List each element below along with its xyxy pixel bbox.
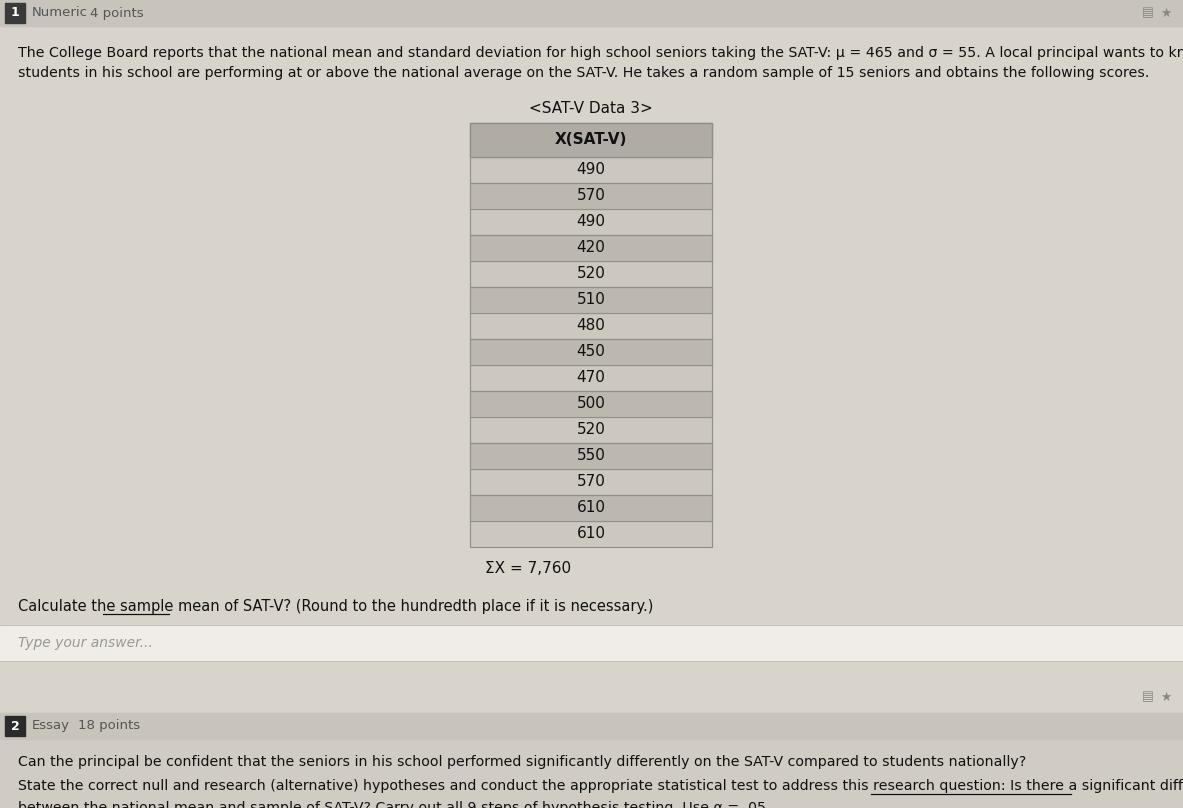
Bar: [470, 365, 712, 391]
Bar: [470, 417, 712, 443]
Text: 610: 610: [576, 500, 606, 516]
Bar: [470, 417, 712, 443]
Bar: [470, 287, 712, 313]
Bar: [470, 183, 712, 209]
Bar: [470, 339, 712, 365]
Text: Numeric: Numeric: [32, 6, 88, 19]
Text: ▤: ▤: [1142, 691, 1153, 704]
Text: X(SAT-V): X(SAT-V): [555, 133, 627, 148]
Text: 490: 490: [576, 214, 606, 229]
Bar: [470, 443, 712, 469]
Text: 420: 420: [576, 241, 606, 255]
Bar: [470, 469, 712, 495]
Bar: [470, 209, 712, 235]
Bar: [5, 716, 25, 736]
Text: 520: 520: [576, 267, 606, 281]
Text: The College Board reports that the national mean and standard deviation for high: The College Board reports that the natio…: [18, 46, 1183, 60]
Bar: [470, 339, 712, 365]
Bar: [470, 313, 712, 339]
Text: 610: 610: [576, 527, 606, 541]
Bar: [470, 157, 712, 183]
Bar: [470, 391, 712, 417]
Bar: [470, 365, 712, 391]
Text: 490: 490: [576, 162, 606, 178]
Text: 510: 510: [576, 292, 606, 308]
Bar: [470, 183, 712, 209]
Bar: [470, 123, 712, 157]
Text: Type your answer...: Type your answer...: [18, 636, 153, 650]
Bar: [470, 469, 712, 495]
Text: 550: 550: [576, 448, 606, 464]
Text: ★: ★: [1161, 6, 1171, 19]
Text: 470: 470: [576, 371, 606, 385]
Text: 570: 570: [576, 188, 606, 204]
Text: between the national mean and sample of SAT-V? Carry out all 9 steps of hypothes: between the national mean and sample of …: [18, 801, 767, 808]
Bar: [0, 661, 1183, 713]
Bar: [470, 495, 712, 521]
Text: Essay: Essay: [32, 719, 70, 733]
Text: students in his school are performing at or above the national average on the SA: students in his school are performing at…: [18, 66, 1150, 80]
Bar: [470, 521, 712, 547]
Bar: [470, 157, 712, 183]
Text: 500: 500: [576, 397, 606, 411]
Bar: [470, 261, 712, 287]
Bar: [470, 495, 712, 521]
Bar: [5, 3, 25, 23]
Bar: [470, 123, 712, 157]
Text: 480: 480: [576, 318, 606, 334]
Text: 1: 1: [11, 6, 19, 19]
Text: 2: 2: [11, 719, 19, 733]
Bar: [470, 391, 712, 417]
Bar: [470, 443, 712, 469]
Bar: [0, 625, 1183, 661]
Text: 4 points: 4 points: [90, 6, 143, 19]
Text: ΣX = 7,760: ΣX = 7,760: [485, 561, 571, 576]
Text: State the correct null and research (alternative) hypotheses and conduct the app: State the correct null and research (alt…: [18, 779, 1183, 793]
Bar: [470, 521, 712, 547]
Text: ★: ★: [1161, 691, 1171, 704]
Bar: [0, 713, 1183, 739]
Bar: [0, 739, 1183, 808]
Bar: [470, 235, 712, 261]
Text: 570: 570: [576, 474, 606, 490]
Bar: [470, 287, 712, 313]
Text: 450: 450: [576, 344, 606, 360]
Text: 18 points: 18 points: [78, 719, 140, 733]
Bar: [0, 0, 1183, 26]
Bar: [470, 209, 712, 235]
Text: ▤: ▤: [1142, 6, 1153, 19]
Bar: [470, 235, 712, 261]
Text: Can the principal be confident that the seniors in his school performed signific: Can the principal be confident that the …: [18, 755, 1026, 769]
Bar: [470, 313, 712, 339]
Bar: [470, 261, 712, 287]
Text: <SAT-V Data 3>: <SAT-V Data 3>: [529, 101, 653, 116]
Text: 520: 520: [576, 423, 606, 437]
Text: Calculate the sample mean of SAT-V? (Round to the hundredth place if it is neces: Calculate the sample mean of SAT-V? (Rou…: [18, 599, 653, 614]
